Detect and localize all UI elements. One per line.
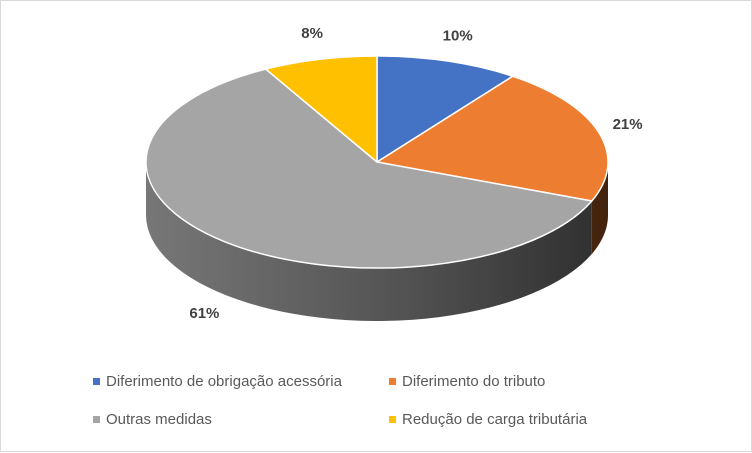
- legend-label: Redução de carga tributária: [402, 411, 588, 428]
- data-label-0: 10%: [443, 27, 473, 44]
- pie-slice-2: [145, 68, 593, 269]
- legend-swatch-icon: [389, 378, 396, 385]
- pie-labels: 10% 21% 61% 8%: [189, 25, 642, 322]
- data-label-3: 8%: [301, 25, 323, 42]
- legend-item-diferimento-obrigacao: Diferimento de obrigação acessória: [93, 373, 342, 390]
- pie-tops: [145, 55, 609, 269]
- legend-item-diferimento-tributo: Diferimento do tributo: [389, 373, 545, 390]
- legend-item-reducao-carga: Redução de carga tributária: [389, 411, 587, 428]
- legend-swatch-icon: [93, 416, 100, 423]
- legend-item-outras-medidas: Outras medidas: [93, 411, 212, 428]
- pie-slice-1: [376, 75, 609, 202]
- pie-slice-3: [264, 55, 378, 163]
- pie-sides: [146, 162, 608, 321]
- pie-slice-0: [376, 55, 514, 163]
- legend-swatch-icon: [389, 416, 396, 423]
- data-label-1: 21%: [613, 116, 643, 133]
- pie-side-2: [146, 162, 592, 321]
- legend-label: Outras medidas: [106, 411, 212, 428]
- legend-swatch-icon: [93, 378, 100, 385]
- pie-side-1: [591, 162, 608, 255]
- legend-label: Diferimento do tributo: [402, 373, 546, 390]
- legend-label: Diferimento de obrigação acessória: [106, 373, 342, 390]
- data-label-2: 61%: [189, 305, 219, 322]
